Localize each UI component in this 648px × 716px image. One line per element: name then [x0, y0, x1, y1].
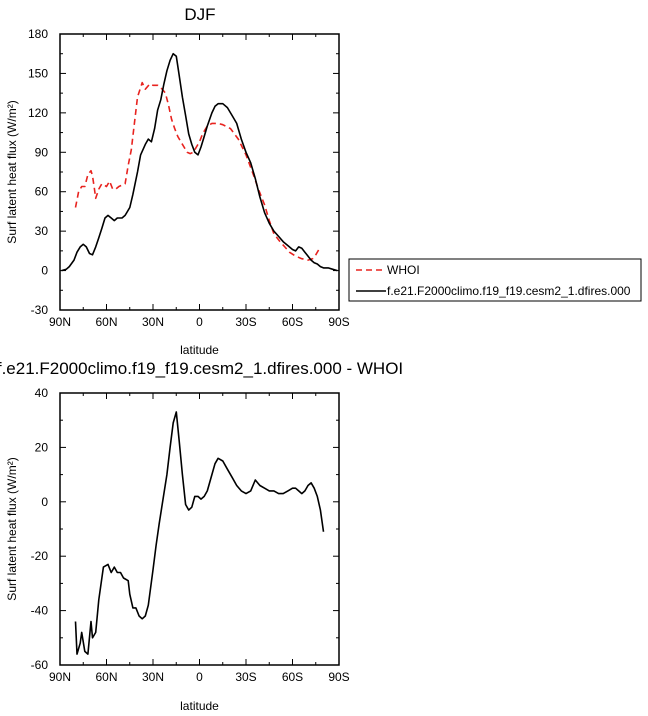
top-x-tick-label: 30N	[142, 315, 164, 329]
bottom-x-tick-label: 90N	[49, 670, 71, 684]
top-y-tick-label: 30	[35, 224, 49, 238]
bottom-x-axis: 90N 60N 30N 0 30S 60S 90S	[49, 393, 350, 684]
legend: WHOI f.e21.F2000climo.f19_f19.cesm2_1.df…	[348, 258, 642, 302]
top-x-tick-label: 60S	[282, 315, 303, 329]
bottom-y-tick-label: -60	[31, 658, 49, 672]
top-y-tick-label: 180	[28, 27, 48, 41]
top-y-tick-label: 120	[28, 106, 48, 120]
bottom-x-tick-label: 60S	[282, 670, 303, 684]
top-y-axis: -30 0 30 60 90 120 150 180	[28, 27, 339, 317]
top-y-tick-label: 60	[35, 185, 49, 199]
bottom-chart-title: f.e21.F2000climo.f19_f19.cesm2_1.dfires.…	[0, 359, 403, 378]
top-series-line-0	[74, 81, 322, 261]
legend-box	[348, 258, 642, 302]
legend-label-whoi: WHOI	[387, 263, 420, 277]
bottom-x-tick-label: 30S	[235, 670, 256, 684]
legend-label-model: f.e21.F2000climo.f19_f19.cesm2_1.dfires.…	[387, 284, 631, 298]
top-series-line-1	[61, 52, 338, 272]
bottom-chart-panel: f.e21.F2000climo.f19_f19.cesm2_1.dfires.…	[0, 359, 403, 713]
bottom-x-tick-label: 30N	[142, 670, 164, 684]
bottom-series-line-0	[74, 411, 325, 655]
bottom-plot-frame	[59, 392, 340, 666]
top-chart-panel: DJF 90N 60N 30N 0 30S 60S 90S -30 0 30 60 90 120 150…	[5, 5, 350, 357]
bottom-y-tick-label: -40	[31, 604, 49, 618]
bottom-x-tick-label: 90S	[328, 670, 349, 684]
top-y-tick-label: 90	[35, 145, 49, 159]
bottom-y-tick-label: 0	[41, 495, 48, 509]
top-x-tick-label: 90S	[328, 315, 349, 329]
bottom-y-tick-label: -20	[31, 549, 49, 563]
bottom-x-tick-label: 60N	[95, 670, 117, 684]
bottom-x-axis-label: latitude	[180, 699, 219, 713]
bottom-x-tick-label: 0	[196, 670, 203, 684]
top-x-tick-label: 60N	[95, 315, 117, 329]
bottom-y-axis-label: Surf latent heat flux (W/m²)	[5, 457, 19, 600]
top-x-tick-label: 90N	[49, 315, 71, 329]
top-x-tick-label: 0	[196, 315, 203, 329]
bottom-y-axis: -60 -40 -20 0 20 40	[31, 386, 339, 672]
top-x-tick-label: 30S	[235, 315, 256, 329]
top-y-axis-label: Surf latent heat flux (W/m²)	[5, 100, 19, 243]
top-y-tick-label: 0	[41, 264, 48, 278]
top-plot-frame	[59, 33, 340, 311]
bottom-y-tick-label: 20	[35, 440, 49, 454]
top-plot-area	[61, 52, 338, 272]
bottom-y-tick-label: 40	[35, 386, 49, 400]
bottom-plot-area	[74, 411, 325, 655]
top-y-tick-label: 150	[28, 66, 48, 80]
top-x-axis: 90N 60N 30N 0 30S 60S 90S	[49, 34, 350, 329]
top-x-axis-label: latitude	[180, 343, 219, 357]
top-chart-title: DJF	[184, 5, 215, 24]
top-y-tick-label: -30	[31, 303, 49, 317]
